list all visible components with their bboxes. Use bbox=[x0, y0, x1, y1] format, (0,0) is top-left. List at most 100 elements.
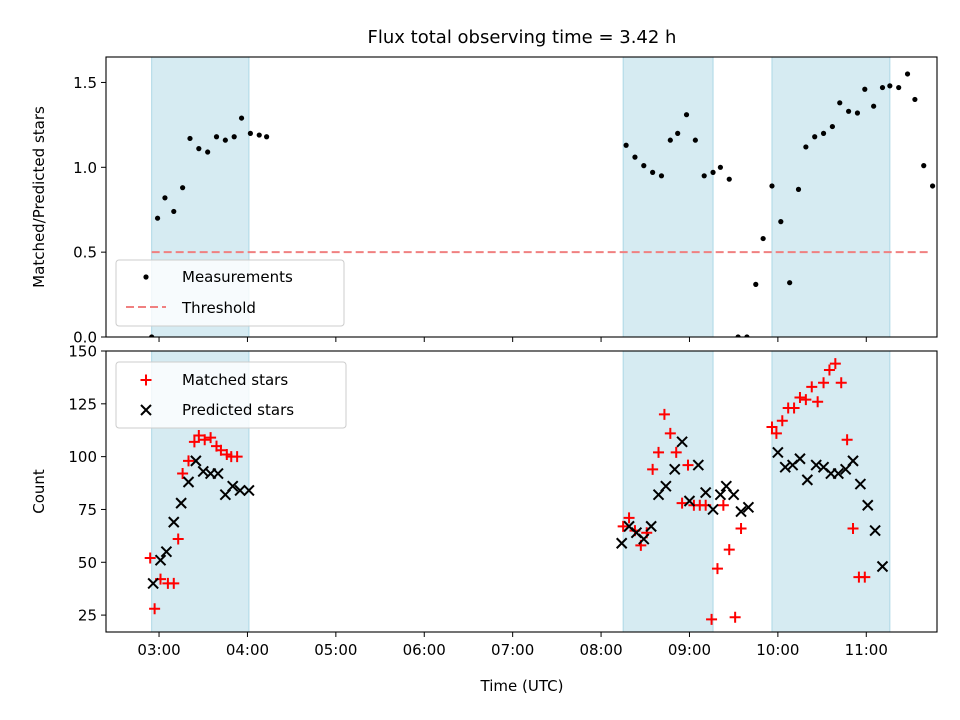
measurement-point bbox=[149, 334, 155, 337]
measurement-point bbox=[632, 154, 638, 160]
measurement-point bbox=[939, 334, 944, 339]
y-tick-label: 0.0 bbox=[73, 329, 97, 347]
matched-star-point bbox=[172, 533, 184, 545]
matched-star-point bbox=[664, 427, 676, 439]
matched-star-point bbox=[829, 358, 841, 370]
legend-top: Measurements Threshold bbox=[115, 259, 345, 327]
measurement-point bbox=[760, 235, 766, 242]
predicted-star-point bbox=[676, 436, 688, 448]
matched-star-point bbox=[766, 421, 778, 433]
measurement-point bbox=[929, 183, 936, 189]
matched-star-point bbox=[812, 396, 824, 408]
y-tick-label: 100 bbox=[68, 448, 97, 466]
legend-threshold-label: Threshold bbox=[181, 299, 256, 317]
predicted-star-point bbox=[683, 495, 696, 507]
measurement-point bbox=[247, 130, 253, 136]
x-tick-label: 08:00 bbox=[579, 641, 622, 659]
predicted-star-point bbox=[735, 505, 747, 518]
matched-star-point bbox=[676, 497, 688, 509]
predicted-star-point bbox=[160, 546, 173, 558]
y-tick-label: 1.0 bbox=[73, 159, 97, 177]
predicted-star-point bbox=[714, 488, 727, 501]
matched-star-point bbox=[670, 446, 682, 458]
matched-star-point bbox=[794, 391, 806, 403]
legend-frame bbox=[115, 259, 345, 327]
matched-star-point bbox=[177, 468, 189, 480]
x-tick-label: 04:00 bbox=[226, 641, 269, 659]
legend-bottom: Matched stars Predicted stars bbox=[115, 361, 347, 429]
measurement-point bbox=[675, 130, 681, 136]
x-tick-label: 03:00 bbox=[137, 641, 180, 659]
measurement-point bbox=[154, 215, 161, 221]
bottom-plot: 25 50 75 100 125 150 03:00 04:00 05:00 06:00 07:00… bbox=[30, 343, 938, 695]
measurement-point bbox=[231, 134, 237, 140]
matched-star-point bbox=[149, 603, 161, 615]
matched-star-point bbox=[711, 563, 723, 575]
measurement-point bbox=[871, 103, 877, 109]
measurement-point bbox=[213, 134, 220, 140]
measurement-point bbox=[769, 183, 775, 189]
observing-interval-band bbox=[622, 351, 714, 632]
predicted-star-point bbox=[801, 474, 814, 486]
x-tick-label: 06:00 bbox=[403, 641, 446, 659]
measurement-point bbox=[812, 134, 818, 140]
measurement-point bbox=[196, 146, 202, 152]
measurement-point bbox=[744, 334, 750, 337]
matched-star-point bbox=[717, 499, 729, 511]
y-tick-label: 0.5 bbox=[73, 244, 97, 262]
measurement-point bbox=[735, 334, 741, 337]
matched-star-point bbox=[682, 459, 694, 471]
measurement-point bbox=[222, 137, 228, 143]
matched-star-point bbox=[168, 577, 180, 589]
predicted-star-point bbox=[660, 480, 672, 492]
measurement-point bbox=[658, 173, 665, 179]
matched-star-point bbox=[199, 434, 211, 446]
measurement-point bbox=[854, 110, 861, 116]
predicted-star-point bbox=[212, 467, 224, 480]
matched-star-point bbox=[231, 451, 243, 463]
x-tick-label: 09:00 bbox=[668, 641, 711, 659]
predicted-star-point bbox=[190, 455, 202, 467]
matched-star-point bbox=[735, 522, 747, 534]
plot-area bbox=[149, 57, 944, 339]
matched-star-point bbox=[841, 434, 853, 446]
predicted-star-point bbox=[742, 501, 755, 514]
predicted-star-point bbox=[243, 484, 255, 497]
y-tick-label: 1.5 bbox=[73, 74, 97, 92]
measurement-point bbox=[171, 208, 177, 215]
top-plot: 0.0 0.5 1.0 1.5 Matched/Predicted stars Flux … bbox=[30, 27, 944, 347]
matched-star-point bbox=[776, 415, 788, 427]
matched-star-point bbox=[729, 611, 741, 623]
predicted-star-point bbox=[147, 577, 159, 590]
measurement-point bbox=[256, 132, 262, 138]
measurement-point bbox=[787, 280, 793, 286]
plot-frame bbox=[105, 56, 938, 338]
y-tick-label: 50 bbox=[78, 554, 97, 572]
measurement-point bbox=[162, 195, 168, 201]
predicted-star-point bbox=[182, 476, 195, 488]
predicted-star-point bbox=[669, 463, 681, 476]
plot-frame bbox=[105, 350, 938, 633]
y-tick-label: 150 bbox=[68, 343, 97, 361]
matched-star-point bbox=[144, 552, 156, 564]
y-axis-label: Matched/Predicted stars bbox=[30, 106, 48, 288]
predicted-star-point bbox=[707, 503, 719, 516]
measurement-point bbox=[896, 84, 902, 91]
measurement-point bbox=[726, 176, 732, 182]
observing-interval-band bbox=[771, 351, 891, 632]
measurement-point bbox=[683, 112, 690, 118]
chart-title: Flux total observing time = 3.42 h bbox=[368, 27, 677, 48]
measurement-point bbox=[829, 123, 835, 130]
measurement-point bbox=[803, 144, 809, 150]
predicted-star-point bbox=[615, 537, 628, 549]
measurement-point bbox=[862, 86, 868, 92]
legend-matched-marker bbox=[140, 374, 152, 386]
matched-star-point bbox=[215, 444, 227, 456]
matched-star-point bbox=[658, 408, 670, 420]
measurement-point bbox=[845, 108, 852, 114]
measurement-point bbox=[904, 71, 911, 77]
matched-star-point bbox=[835, 377, 847, 389]
x-tick-label: 10:00 bbox=[756, 641, 799, 659]
matched-star-point bbox=[647, 463, 659, 475]
measurement-point bbox=[187, 135, 193, 142]
